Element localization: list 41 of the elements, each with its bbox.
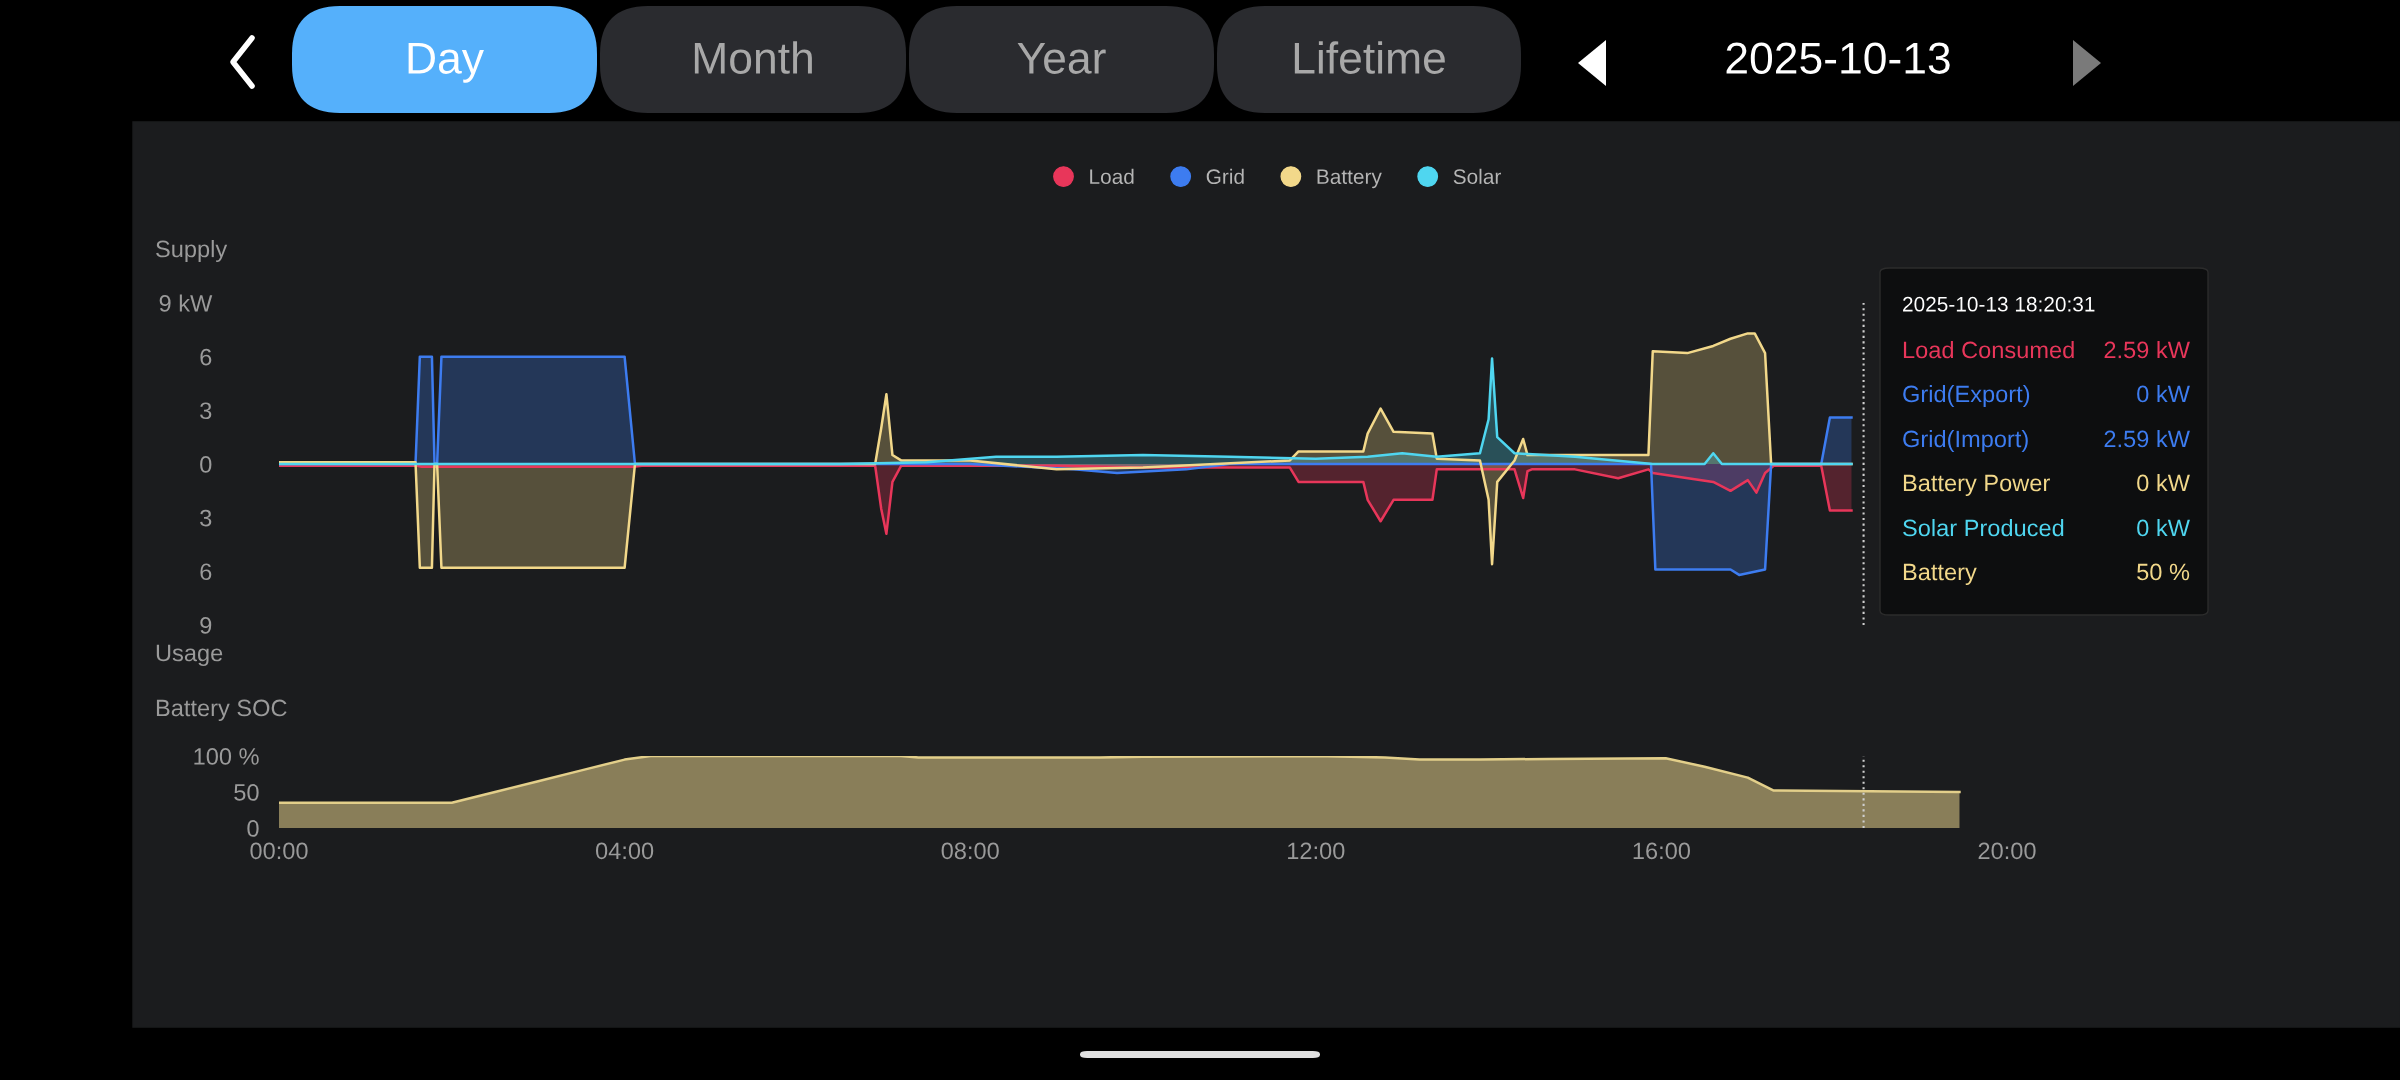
annotation: Battery Power bbox=[1903, 474, 2050, 497]
x-tick-label: 16:00 bbox=[1633, 842, 1691, 860]
annotation: 2025-10-13 18:20:31 bbox=[1903, 296, 2095, 312]
legend-label: Load bbox=[1090, 168, 1134, 185]
y-tick-label: 9 bbox=[200, 617, 212, 634]
y-tick-label: 50 bbox=[234, 784, 259, 801]
text: 2.59 kW bbox=[2104, 341, 2190, 359]
y-axis-title: Supply bbox=[156, 240, 228, 263]
y-tick-label: 6 bbox=[200, 563, 212, 581]
y-tick-label: 100 % bbox=[194, 748, 259, 765]
text: 0 kW bbox=[2137, 384, 2190, 403]
text: Usage bbox=[156, 644, 223, 667]
text: Month bbox=[694, 41, 812, 74]
text: Year bbox=[1017, 42, 1106, 74]
annotation: Grid(Export) bbox=[1903, 384, 2030, 407]
y-tick-label: 3 bbox=[200, 509, 212, 527]
y-tick-label: 0 bbox=[247, 820, 259, 837]
x-tick-label: 08:00 bbox=[941, 842, 999, 860]
y-axis-title: Battery SOC bbox=[156, 699, 287, 722]
x-tick-label: 12:00 bbox=[1288, 842, 1345, 860]
legend-label: Grid bbox=[1206, 168, 1244, 185]
annotation: Load Consumed bbox=[1903, 341, 2074, 359]
text: 0 kW bbox=[2137, 474, 2190, 492]
text: Lifetime bbox=[1294, 41, 1445, 74]
annotation: Grid(Import) bbox=[1903, 430, 2028, 453]
y-tick-label: 0 bbox=[200, 456, 212, 473]
x-tick-label: 20:00 bbox=[1978, 842, 2036, 860]
x-tick-label: 00:00 bbox=[250, 842, 308, 860]
y-tick-label: 3 bbox=[200, 402, 212, 420]
text: 2025-10-13 bbox=[1726, 42, 1950, 74]
annotation: Battery bbox=[1903, 563, 1977, 586]
y-tick-label: 9 kW bbox=[159, 294, 213, 312]
legend-label: Solar bbox=[1453, 168, 1501, 185]
legend-label: Battery bbox=[1317, 169, 1382, 189]
text: 2.59 kW bbox=[2104, 430, 2190, 448]
annotation: Solar Produced bbox=[1903, 518, 2064, 537]
text: Day bbox=[408, 42, 484, 83]
text: 0 kW bbox=[2137, 518, 2190, 537]
x-tick-label: 04:00 bbox=[595, 842, 654, 860]
text: 50 % bbox=[2137, 563, 2190, 581]
y-tick-label: 6 bbox=[200, 348, 212, 366]
